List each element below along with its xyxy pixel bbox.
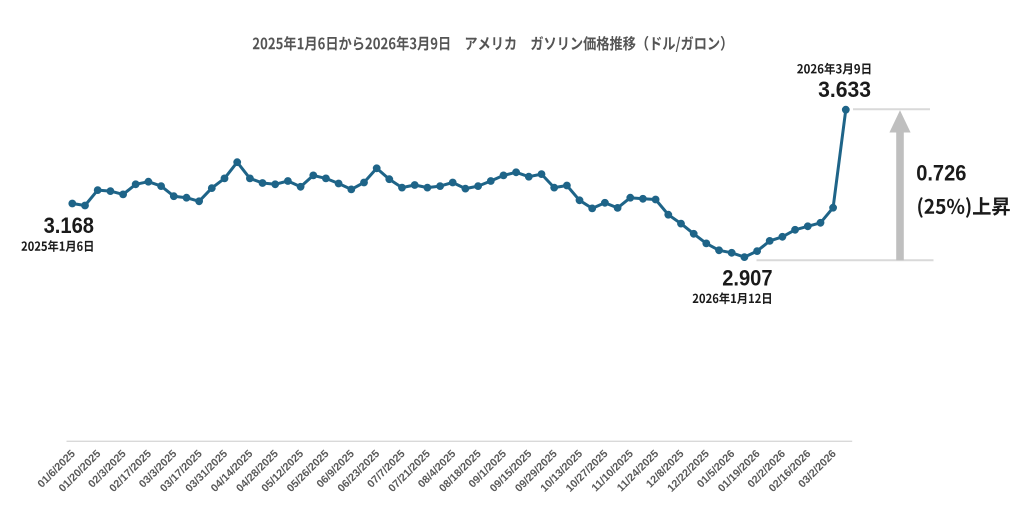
- svg-text:3.633: 3.633: [818, 77, 871, 102]
- svg-text:0.726: 0.726: [916, 161, 966, 186]
- svg-text:3.168: 3.168: [44, 213, 94, 238]
- svg-text:2.907: 2.907: [722, 265, 772, 290]
